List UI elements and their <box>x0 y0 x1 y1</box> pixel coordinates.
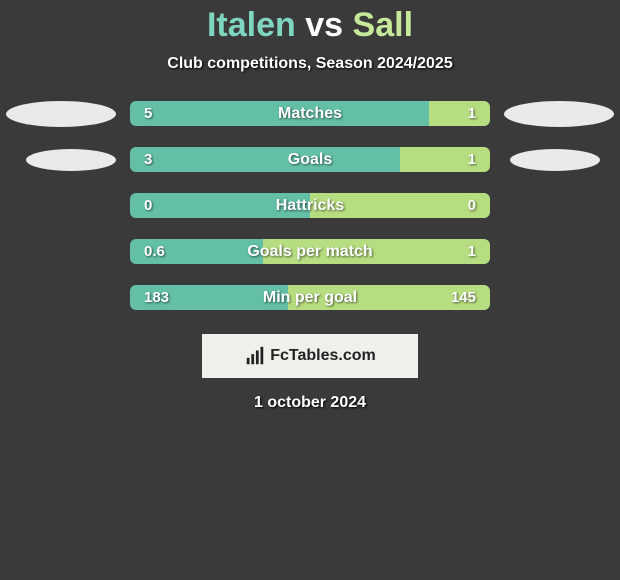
bar-right <box>288 285 490 310</box>
bar-left <box>130 101 429 126</box>
stat-row: 00Hattricks <box>0 193 620 218</box>
footer-text: FcTables.com <box>270 347 376 365</box>
stat-row: 31Goals <box>0 147 620 172</box>
stat-bar: 51Matches <box>130 101 490 126</box>
bar-right <box>429 101 490 126</box>
infographic-root: Italen vs Sall Club competitions, Season… <box>0 0 620 580</box>
bar-chart-icon <box>244 345 266 367</box>
title-player2: Sall <box>353 6 413 44</box>
bar-right <box>400 147 490 172</box>
avatar-right <box>510 149 600 171</box>
avatar-right <box>504 101 614 127</box>
bar-left <box>130 285 288 310</box>
bar-left <box>130 193 310 218</box>
subtitle: Club competitions, Season 2024/2025 <box>167 55 452 73</box>
bar-left <box>130 147 400 172</box>
footer-branding: FcTables.com <box>202 334 418 378</box>
title-vs: vs <box>305 6 343 44</box>
date-text: 1 october 2024 <box>254 394 366 412</box>
stat-row: 51Matches <box>0 101 620 126</box>
stat-bar: 31Goals <box>130 147 490 172</box>
stat-bar: 0.61Goals per match <box>130 239 490 264</box>
stat-bar: 183145Min per goal <box>130 285 490 310</box>
bar-right <box>310 193 490 218</box>
stat-row: 183145Min per goal <box>0 285 620 310</box>
page-title: Italen vs Sall <box>207 6 413 45</box>
bar-left <box>130 239 263 264</box>
avatar-left <box>6 101 116 127</box>
stat-bar: 00Hattricks <box>130 193 490 218</box>
stat-row: 0.61Goals per match <box>0 239 620 264</box>
avatar-left <box>26 149 116 171</box>
stats-container: 51Matches 31Goals 00Hattricks 0.61Goals per… <box>0 101 620 310</box>
title-player1: Italen <box>207 6 296 44</box>
bar-right <box>263 239 490 264</box>
